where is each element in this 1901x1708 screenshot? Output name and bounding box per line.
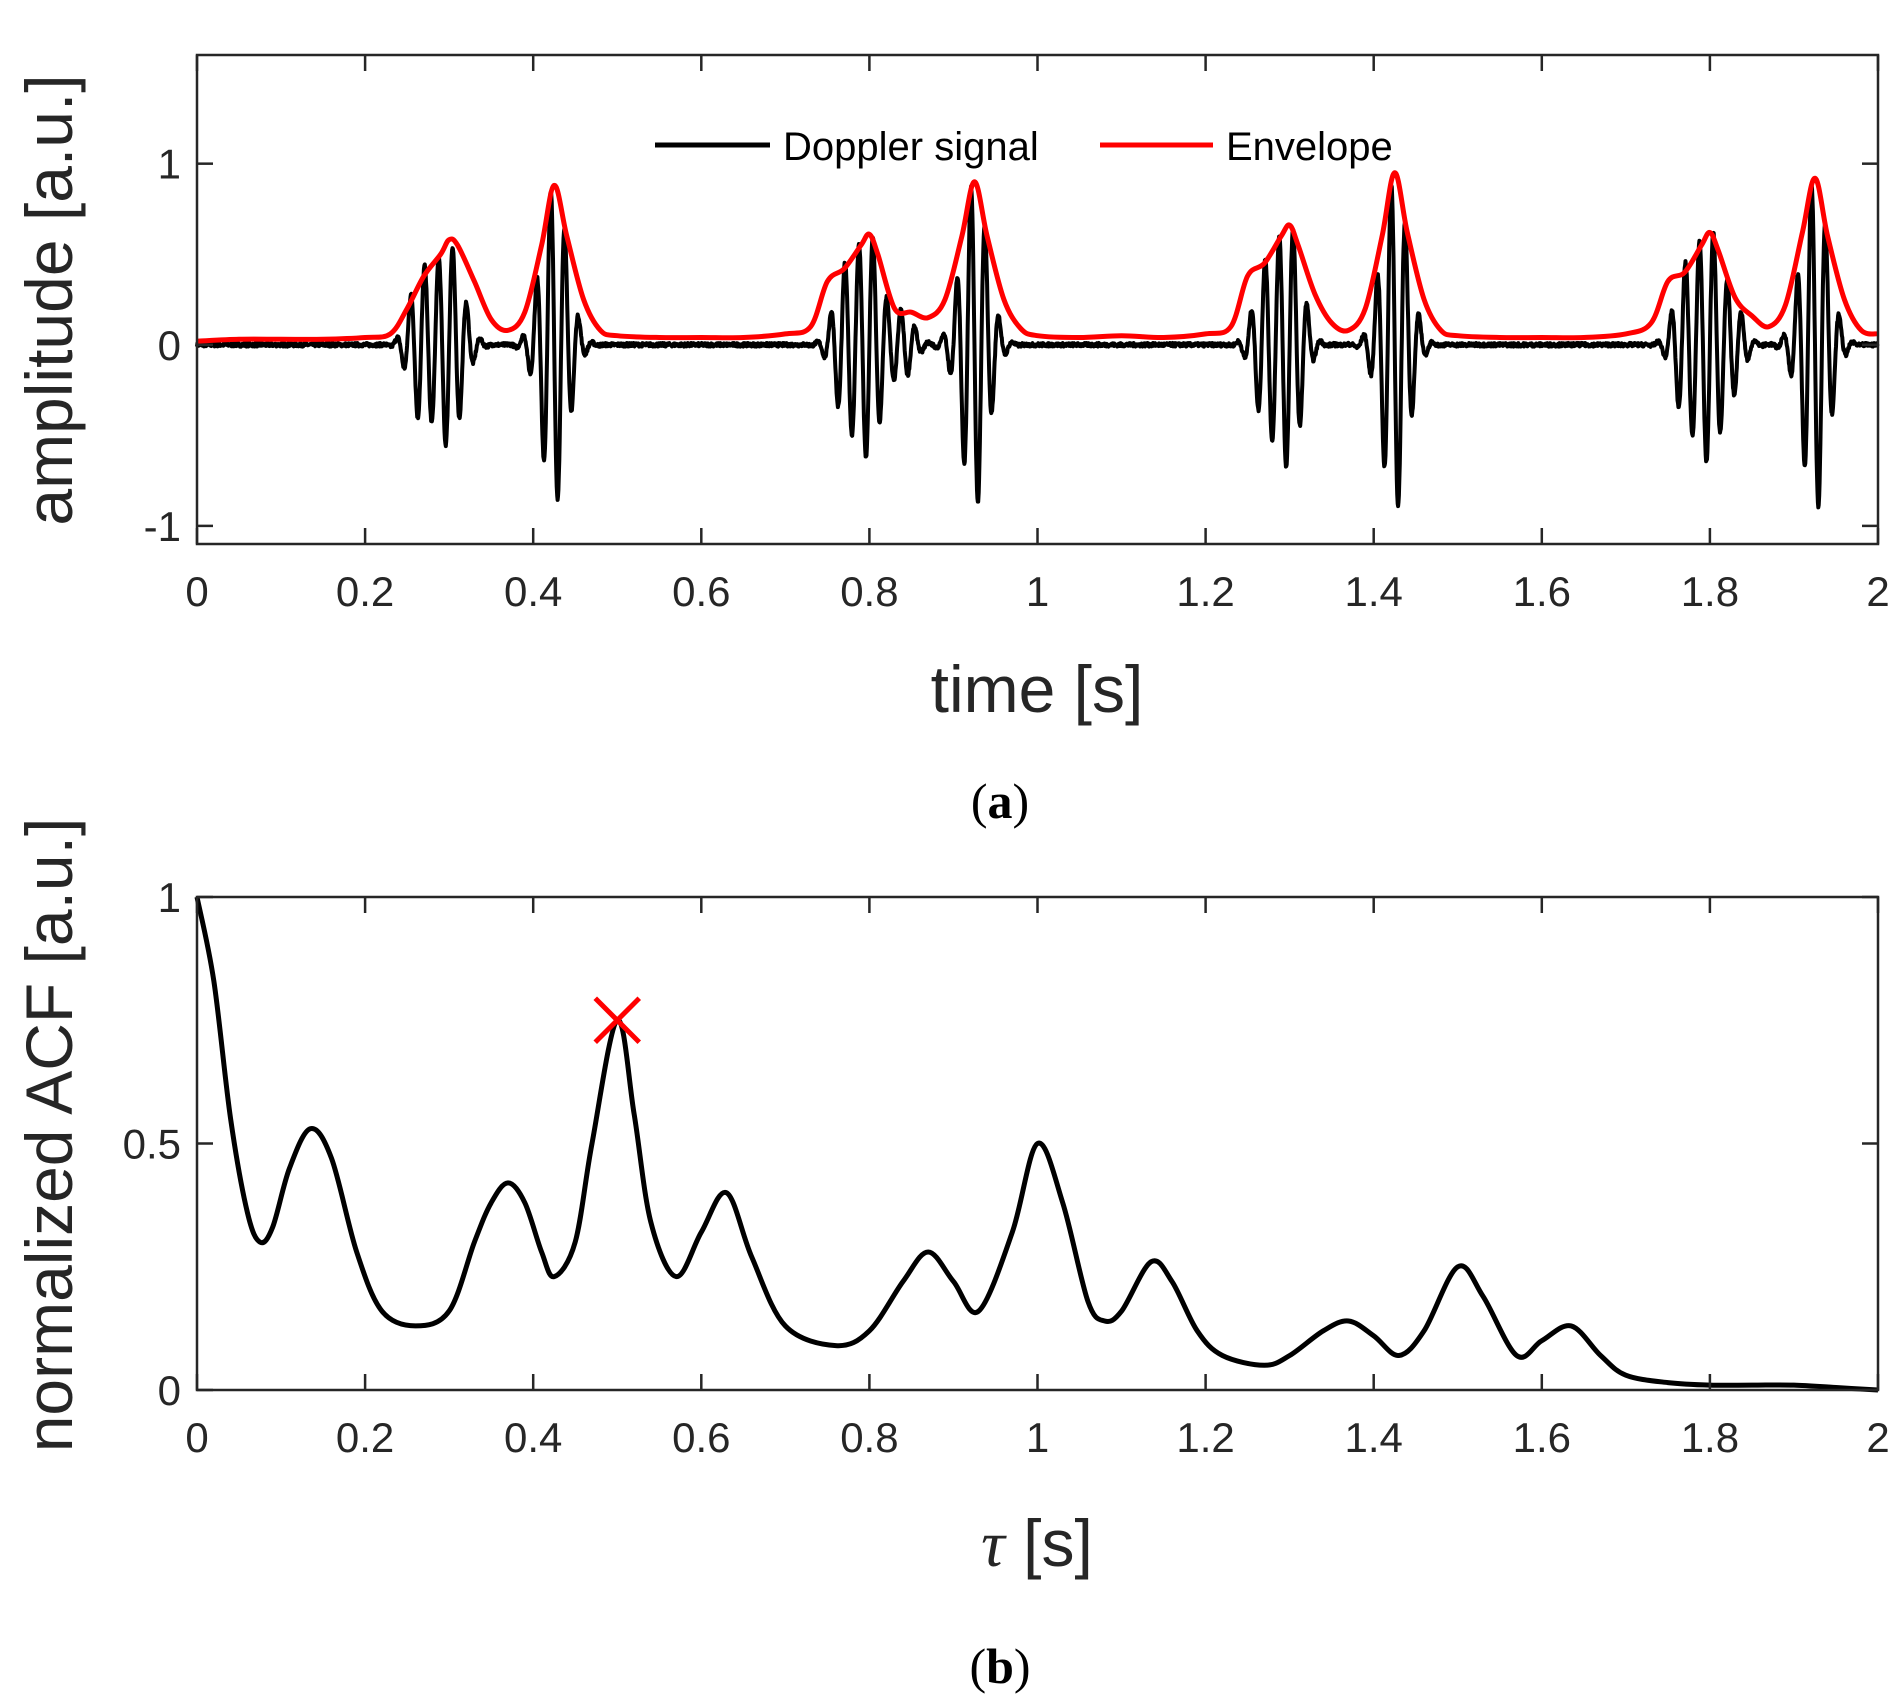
panel-a-xtick-label: 0: [185, 568, 208, 615]
panel-a-ytick-label: -1: [144, 503, 181, 550]
panel-a-ytick-label: 0: [158, 322, 181, 369]
panel-b-ytick-label: 1: [158, 874, 181, 921]
panel-b-xtick-label: 1: [1026, 1414, 1049, 1461]
panel-b-xtick-label: 1.6: [1513, 1414, 1571, 1461]
panel-b-acf-plot: 0 0.2 0.4 0.6 0.8 1 1.2 1.4 1.6 1.8 2 0 0.5 1 τ [s] n…: [12, 818, 1890, 1694]
caption-b-close: ): [1014, 1638, 1031, 1694]
panel-a-xtick-label: 1.6: [1513, 568, 1571, 615]
panel-b-ylabel: normalized ACF [a.u.]: [12, 818, 86, 1453]
panel-b-xtick-label: 1.2: [1176, 1414, 1234, 1461]
panel-b-xtick-label: 2: [1866, 1414, 1889, 1461]
caption-a-letter: a: [988, 773, 1013, 829]
panel-a-xtick-label: 1.2: [1176, 568, 1234, 615]
panel-b-peak-marker: [593, 996, 642, 1045]
panel-a-caption: (a): [971, 773, 1029, 829]
panel-b-ticks: 0 0.2 0.4 0.6 0.8 1 1.2 1.4 1.6 1.8 2 0 0.5 1: [123, 874, 1890, 1461]
doppler-signal-line: [195, 182, 1880, 510]
panel-b-xlabel: τ [s]: [981, 1506, 1093, 1581]
caption-a-open: (: [971, 773, 988, 829]
peak-marker-stroke-2: [593, 996, 642, 1045]
panel-a-xtick-label: 1.4: [1345, 568, 1403, 615]
panel-a-ticks: 0 0.2 0.4 0.6 0.8 1 1.2 1.4 1.6 1.8 2-101: [144, 55, 1890, 615]
panel-b-xtick-label: 1.4: [1345, 1414, 1403, 1461]
tau-symbol: τ: [981, 1508, 1007, 1581]
panel-a-xtick-label: 2: [1866, 568, 1889, 615]
panel-a-xtick-label: 0.8: [840, 568, 898, 615]
panel-b-xlabel-unit: [s]: [1005, 1506, 1093, 1580]
panel-b-xtick-label: 1.8: [1681, 1414, 1739, 1461]
panel-a-xtick-label: 1: [1026, 568, 1049, 615]
panel-b-xtick-label: 0.6: [672, 1414, 730, 1461]
legend-doppler-label: Doppler signal: [783, 125, 1039, 169]
panel-b-ytick-label: 0: [158, 1367, 181, 1414]
panel-a-xtick-label: 0.6: [672, 568, 730, 615]
panel-a-xlabel: time [s]: [931, 652, 1144, 726]
panel-b-ytick-label: 0.5: [123, 1121, 181, 1168]
panel-a-series-lines: [195, 170, 1880, 510]
caption-b-letter: b: [986, 1638, 1014, 1694]
acf-line: [194, 896, 1879, 1393]
panel-a-ytick-label: 1: [158, 141, 181, 188]
panel-a-legend: Doppler signal Envelope: [655, 125, 1393, 169]
panel-a-doppler-plot: 0 0.2 0.4 0.6 0.8 1 1.2 1.4 1.6 1.8 2-101 Doppler …: [12, 53, 1890, 829]
legend-envelope-label: Envelope: [1226, 125, 1393, 169]
caption-a-close: ): [1013, 773, 1030, 829]
panel-b-caption: (b): [969, 1638, 1030, 1694]
panel-a-xtick-label: 0.2: [336, 568, 394, 615]
panel-b-xtick-label: 0: [185, 1414, 208, 1461]
panel-a-xtick-label: 0.4: [504, 568, 562, 615]
panel-b-xtick-label: 0.8: [840, 1414, 898, 1461]
panel-b-xtick-label: 0.2: [336, 1414, 394, 1461]
panel-a-xtick-label: 1.8: [1681, 568, 1739, 615]
panel-b-xtick-label: 0.4: [504, 1414, 562, 1461]
caption-b-open: (: [969, 1638, 986, 1694]
envelope-line: [196, 170, 1879, 344]
panel-a-ylabel: amplitude [a.u.]: [12, 74, 86, 525]
panel-b-series-lines: [194, 896, 1879, 1393]
